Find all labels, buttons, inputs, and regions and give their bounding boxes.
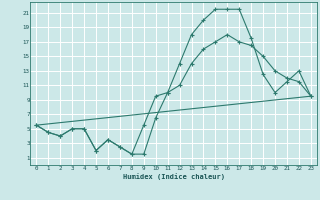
X-axis label: Humidex (Indice chaleur): Humidex (Indice chaleur) [123,173,225,180]
